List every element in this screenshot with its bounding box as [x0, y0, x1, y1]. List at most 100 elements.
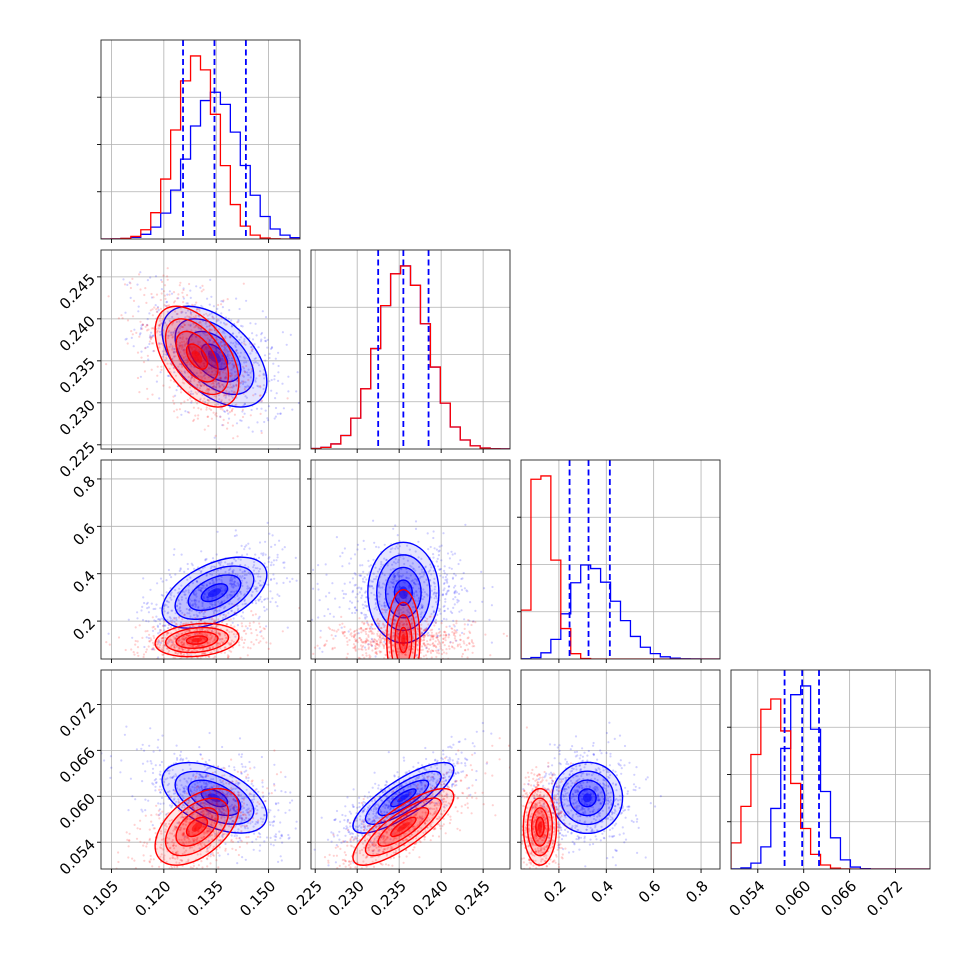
scatter-point [189, 377, 192, 381]
scatter-point [396, 635, 399, 639]
scatter-point [167, 334, 170, 337]
scatter-point [291, 799, 294, 802]
scatter-point [246, 456, 248, 458]
scatter-point [188, 644, 191, 647]
scatter-point [161, 636, 165, 639]
scatter-point [351, 591, 354, 594]
scatter-point [213, 369, 216, 372]
scatter-point [250, 632, 253, 635]
scatter-point [191, 376, 194, 379]
scatter-point [220, 601, 223, 604]
scatter-point [372, 640, 375, 644]
scatter-point [389, 550, 392, 554]
scatter-point [167, 374, 171, 378]
scatter-point [364, 640, 367, 643]
scatter-point [375, 639, 378, 643]
y-tick-label: 0.245 [56, 270, 99, 313]
scatter-point [342, 592, 345, 596]
scatter-point [156, 640, 159, 644]
scatter-point [232, 582, 236, 585]
scatter-point [240, 755, 243, 759]
scatter-point [227, 612, 230, 615]
scatter-point [182, 637, 186, 640]
scatter-point [168, 804, 172, 807]
scatter-point [222, 385, 226, 388]
scatter-point [187, 634, 190, 637]
scatter-point [412, 567, 415, 571]
scatter-point [265, 641, 268, 644]
scatter-point [167, 664, 169, 666]
scatter-point [185, 337, 188, 340]
scatter-point [153, 349, 156, 352]
scatter-point [324, 595, 328, 598]
scatter-point [183, 570, 186, 574]
scatter-point [158, 631, 161, 634]
scatter-point [178, 639, 181, 642]
scatter-point [141, 605, 144, 609]
scatter-point [191, 348, 194, 351]
scatter-point [440, 619, 443, 623]
scatter-point [393, 628, 396, 631]
scatter-point [213, 394, 216, 398]
scatter-point [434, 645, 437, 648]
scatter-point [225, 375, 228, 378]
scatter-point [239, 419, 242, 422]
scatter-point [260, 431, 263, 435]
scatter-point [180, 632, 183, 636]
scatter-point [395, 586, 399, 589]
scatter-point [197, 325, 200, 329]
scatter-point [279, 412, 282, 415]
scatter-point [391, 581, 394, 585]
scatter-point [178, 346, 181, 349]
scatter-point [149, 309, 152, 312]
scatter-point [234, 374, 237, 378]
scatter-point [148, 744, 151, 747]
scatter-point [253, 357, 256, 360]
scatter-point [364, 604, 367, 607]
scatter-point [311, 618, 314, 621]
scatter-point [142, 577, 145, 580]
scatter-point [181, 618, 184, 621]
scatter-point [374, 644, 377, 648]
scatter-point [196, 760, 199, 763]
scatter-point [370, 580, 373, 583]
scatter-point [378, 567, 381, 570]
scatter-point [182, 301, 185, 304]
scatter-point [197, 340, 200, 343]
scatter-point [426, 594, 429, 597]
scatter-point [180, 354, 183, 357]
scatter-point [148, 640, 151, 643]
scatter-point [141, 323, 145, 327]
scatter-point [196, 580, 199, 583]
scatter-point [420, 605, 423, 608]
scatter-point [143, 370, 147, 373]
scatter-point [209, 567, 212, 570]
scatter-point [416, 648, 419, 651]
scatter-point [228, 568, 231, 572]
scatter-point [152, 327, 155, 330]
scatter-point [414, 664, 416, 666]
scatter-point [174, 329, 178, 332]
scatter-point [394, 547, 397, 550]
scatter-point [432, 536, 435, 540]
scatter-point [231, 363, 234, 366]
scatter-point [217, 562, 220, 565]
scatter-point [416, 594, 419, 597]
scatter-point [168, 623, 171, 627]
scatter-point [422, 573, 426, 576]
scatter-point [199, 571, 202, 574]
scatter-point [234, 573, 237, 576]
scatter-point [389, 548, 392, 551]
scatter-point [198, 632, 201, 636]
scatter-point [445, 652, 448, 655]
scatter-point [219, 564, 222, 567]
scatter-point [331, 648, 334, 651]
scatter-point [233, 625, 236, 628]
scatter-point [480, 570, 483, 574]
scatter-point [431, 643, 434, 646]
scatter-point [202, 384, 205, 387]
scatter-point [172, 656, 175, 659]
scatter-point [370, 591, 373, 595]
scatter-point [148, 340, 151, 343]
scatter-point [386, 592, 389, 596]
